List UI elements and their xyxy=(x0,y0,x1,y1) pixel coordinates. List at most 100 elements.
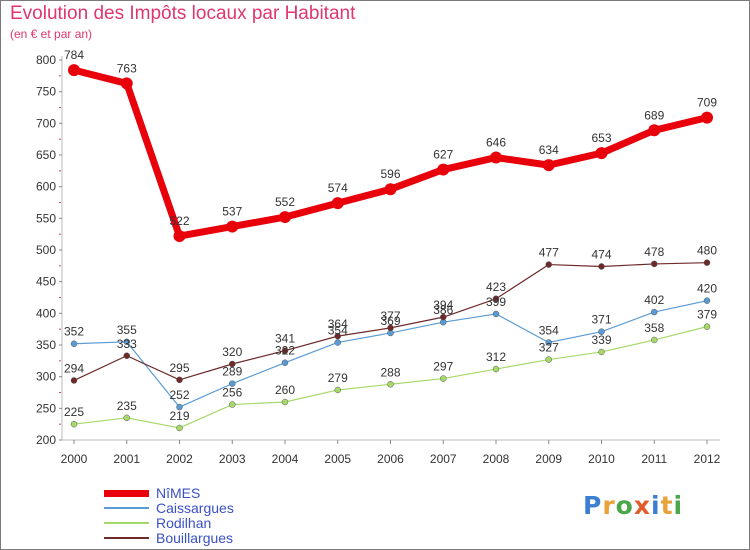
y-tick-label: 300 xyxy=(36,370,56,384)
data-label: 627 xyxy=(433,148,453,162)
data-point xyxy=(173,230,186,243)
legend-label-nimes: NîMES xyxy=(156,485,201,501)
data-label: 369 xyxy=(380,314,400,328)
x-tick-label: 2010 xyxy=(588,452,615,466)
logo-letter: r xyxy=(602,491,616,520)
x-tick-label: 2005 xyxy=(324,452,351,466)
data-point xyxy=(176,424,183,432)
data-label: 423 xyxy=(486,280,506,294)
data-label: 339 xyxy=(591,333,611,347)
data-point xyxy=(123,338,130,346)
x-tick-label: 2009 xyxy=(535,452,562,466)
data-point xyxy=(598,328,605,335)
legend-label-caissargues: Caissargues xyxy=(156,500,234,516)
legend-swatch-bouillargues xyxy=(104,537,149,539)
data-point xyxy=(120,77,133,90)
data-point xyxy=(70,340,78,347)
data-point xyxy=(595,147,608,160)
chart-subtitle: (en € et par an) xyxy=(10,27,93,41)
data-label: 355 xyxy=(117,323,137,337)
data-point xyxy=(598,348,605,356)
logo-letter: i xyxy=(651,491,661,520)
data-label: 358 xyxy=(644,321,664,335)
y-tick-label: 700 xyxy=(36,116,56,130)
data-point xyxy=(598,263,605,270)
x-tick-label: 2006 xyxy=(377,452,404,466)
data-label: 399 xyxy=(486,295,506,309)
logo-letter: x xyxy=(633,491,651,520)
y-tick-label: 450 xyxy=(36,275,56,289)
x-tick-label: 2001 xyxy=(113,452,140,466)
data-label: 322 xyxy=(275,344,295,358)
data-point xyxy=(281,359,289,366)
data-label: 364 xyxy=(328,317,348,331)
data-point xyxy=(70,377,78,384)
y-tick-label: 750 xyxy=(36,85,56,99)
series-line-0 xyxy=(73,66,708,240)
y-tick-label: 250 xyxy=(36,401,56,415)
data-point xyxy=(68,64,80,77)
data-label: 294 xyxy=(64,361,84,375)
data-point xyxy=(334,339,341,346)
data-label: 341 xyxy=(275,332,295,346)
data-label: 377 xyxy=(380,309,400,323)
data-label: 522 xyxy=(169,214,189,228)
logo-letter: i xyxy=(673,491,684,520)
data-label: 552 xyxy=(275,195,295,209)
data-label: 260 xyxy=(275,383,295,397)
data-point xyxy=(279,211,291,224)
data-point xyxy=(70,420,78,428)
data-label: 763 xyxy=(117,61,137,75)
data-label: 219 xyxy=(169,409,189,423)
data-point xyxy=(331,197,344,210)
legend-label-rodilhan: Rodilhan xyxy=(156,515,212,531)
data-label: 784 xyxy=(64,48,84,62)
data-point xyxy=(176,403,183,411)
data-point xyxy=(545,356,552,363)
proxiti-logo: Proxiti xyxy=(583,491,683,520)
x-tick-label: 2007 xyxy=(430,452,457,466)
data-label: 354 xyxy=(328,323,348,337)
data-point xyxy=(542,159,555,172)
legend-swatch-nimes xyxy=(104,490,149,497)
y-tick-label: 500 xyxy=(36,243,56,257)
y-tick-label: 550 xyxy=(36,211,56,225)
y-tick-label: 600 xyxy=(36,180,56,194)
data-label: 574 xyxy=(328,181,348,195)
data-label: 379 xyxy=(697,308,717,322)
data-label: 480 xyxy=(697,244,717,258)
data-label: 653 xyxy=(591,131,611,145)
x-tick-label: 2008 xyxy=(483,452,510,466)
y-tick-label: 650 xyxy=(36,148,56,162)
data-point xyxy=(281,347,289,354)
data-label: 288 xyxy=(380,365,400,379)
data-point xyxy=(176,376,183,384)
legend-label-bouillargues: Bouillargues xyxy=(156,530,234,546)
data-point xyxy=(703,259,711,266)
data-label: 279 xyxy=(328,371,348,385)
data-label: 709 xyxy=(697,96,717,110)
data-point xyxy=(651,260,658,268)
data-label: 386 xyxy=(433,303,453,317)
data-point xyxy=(492,365,500,373)
data-label: 402 xyxy=(644,293,664,307)
data-label: 352 xyxy=(64,325,84,339)
data-point xyxy=(651,308,658,316)
data-point xyxy=(545,261,552,268)
data-label: 312 xyxy=(486,350,506,364)
x-tick-label: 2011 xyxy=(641,452,667,466)
data-point xyxy=(387,324,394,332)
data-label: 394 xyxy=(433,298,453,312)
data-point xyxy=(703,297,711,304)
logo-letter: o xyxy=(615,491,634,520)
data-label: 477 xyxy=(539,246,559,260)
data-point xyxy=(384,183,397,196)
x-tick-label: 2002 xyxy=(166,452,193,466)
data-label: 297 xyxy=(433,360,453,374)
data-label: 474 xyxy=(591,247,611,261)
data-label: 320 xyxy=(222,345,242,359)
data-point xyxy=(281,398,289,406)
legend-swatch-caissargues xyxy=(104,507,149,509)
data-point xyxy=(701,111,713,124)
